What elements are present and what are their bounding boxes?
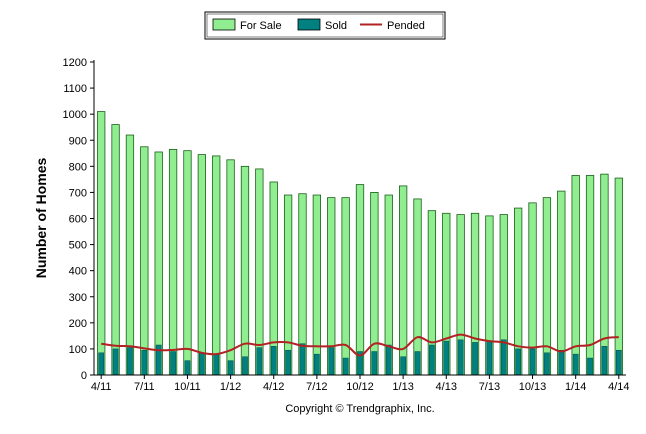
y-tick-label: 1200 — [63, 57, 87, 69]
bar-for-sale — [197, 154, 206, 376]
bar-for-sale — [269, 181, 278, 376]
series-for-sale — [97, 111, 623, 376]
bar-sold — [227, 360, 234, 376]
bar-for-sale — [283, 194, 293, 376]
x-tick-label: 4/12 — [263, 381, 284, 393]
bar-for-sale — [355, 184, 365, 376]
bar-for-sale — [413, 198, 422, 376]
bar-sold — [270, 346, 277, 376]
bar-sold — [601, 346, 608, 376]
bar-sold — [242, 356, 248, 376]
bar-sold — [328, 347, 335, 376]
x-tick-label: 4/11 — [91, 381, 112, 393]
bar-sold — [198, 352, 205, 376]
bar-sold — [213, 353, 220, 376]
bar-sold — [615, 349, 622, 376]
bar-sold — [314, 353, 320, 376]
y-tick-label: 100 — [69, 344, 87, 356]
bar-sold — [342, 357, 349, 376]
bar-for-sale — [212, 155, 221, 376]
bar-sold — [285, 349, 291, 376]
x-tick-label: 1/14 — [565, 381, 586, 393]
bar-sold — [127, 347, 133, 376]
y-axis-title: Number of Homes — [33, 158, 49, 279]
bar-sold — [544, 352, 550, 376]
bar-sold — [443, 340, 450, 376]
bar-for-sale — [370, 192, 379, 376]
bar-sold — [500, 339, 507, 376]
legend-swatch-sold — [297, 18, 321, 31]
bar-sold — [371, 351, 378, 376]
x-tick-label: 7/11 — [134, 381, 155, 393]
bar-for-sale — [226, 159, 235, 376]
bar-sold — [256, 347, 263, 376]
bar-for-sale — [111, 124, 120, 376]
bar-for-sale — [183, 150, 192, 376]
bar-for-sale — [542, 197, 552, 376]
bar-sold — [400, 356, 406, 376]
bar-sold — [141, 349, 148, 376]
bar-sold — [429, 344, 435, 376]
y-tick-label: 800 — [69, 161, 87, 173]
bar-for-sale — [312, 194, 322, 376]
copyright-text: Copyright © Trendgraphix, Inc. — [285, 403, 434, 415]
bar-sold — [472, 342, 478, 376]
x-axis: 4/11 7/11 10/11 1/12 4/12 7/12 10/12 1/13 4/13 7/… — [91, 375, 630, 393]
x-tick-label: 7/12 — [306, 381, 327, 393]
y-tick-label: 200 — [69, 318, 87, 330]
y-tick-label: 500 — [69, 240, 87, 252]
legend-swatch-for-sale — [212, 18, 236, 31]
bar-for-sale — [97, 111, 106, 376]
bar-for-sale — [614, 177, 623, 376]
x-tick-label: 7/13 — [479, 381, 500, 393]
bar-sold — [515, 348, 522, 376]
y-tick-label: 600 — [69, 214, 87, 226]
x-tick-label: 10/13 — [519, 381, 547, 393]
bar-for-sale — [557, 190, 566, 376]
bar-for-sale — [154, 151, 163, 376]
x-tick-label: 10/12 — [346, 381, 374, 393]
series-pended — [101, 333, 619, 357]
bar-for-sale — [341, 197, 350, 376]
y-tick-label: 1100 — [63, 83, 87, 95]
bar-sold — [587, 357, 593, 376]
y-tick-label: 700 — [69, 187, 87, 199]
bar-sold — [112, 348, 119, 376]
bar-sold — [414, 351, 421, 376]
y-tick-label: 900 — [69, 135, 87, 147]
bar-for-sale — [140, 146, 149, 376]
x-tick-label: 1/13 — [392, 381, 413, 393]
bar-for-sale — [600, 173, 609, 376]
x-tick-label: 1/12 — [220, 381, 241, 393]
bar-sold — [385, 344, 392, 376]
legend-inner-border — [206, 13, 444, 38]
y-tick-label: 0 — [81, 370, 87, 382]
legend-label-for-sale: For Sale — [240, 20, 282, 32]
legend-label-pended: Pended — [387, 20, 425, 32]
y-tick-label: 400 — [69, 266, 87, 278]
bar-sold — [457, 339, 464, 376]
legend-label-sold: Sold — [325, 20, 347, 32]
legend: For Sale Sold Pended — [204, 11, 446, 40]
x-tick-label: 10/11 — [174, 381, 201, 393]
bar-sold — [558, 349, 565, 376]
legend-box — [204, 11, 446, 40]
x-tick-label: 4/13 — [436, 381, 457, 393]
y-axis: 0 100 200 300 400 500 600 700 800 900 1000 1100 1200 — [63, 57, 94, 382]
bar-sold — [299, 343, 306, 376]
y-tick-label: 300 — [69, 292, 87, 304]
bar-sold — [572, 353, 579, 376]
bar-sold — [184, 360, 191, 376]
bar-for-sale — [168, 148, 178, 376]
y-tick-label: 1000 — [63, 109, 87, 121]
bar-sold — [170, 351, 176, 376]
bar-for-sale — [125, 134, 135, 376]
bar-sold — [486, 340, 493, 376]
x-tick-label: 4/14 — [608, 381, 629, 393]
bar-sold — [529, 348, 536, 376]
bar-sold — [98, 352, 105, 376]
